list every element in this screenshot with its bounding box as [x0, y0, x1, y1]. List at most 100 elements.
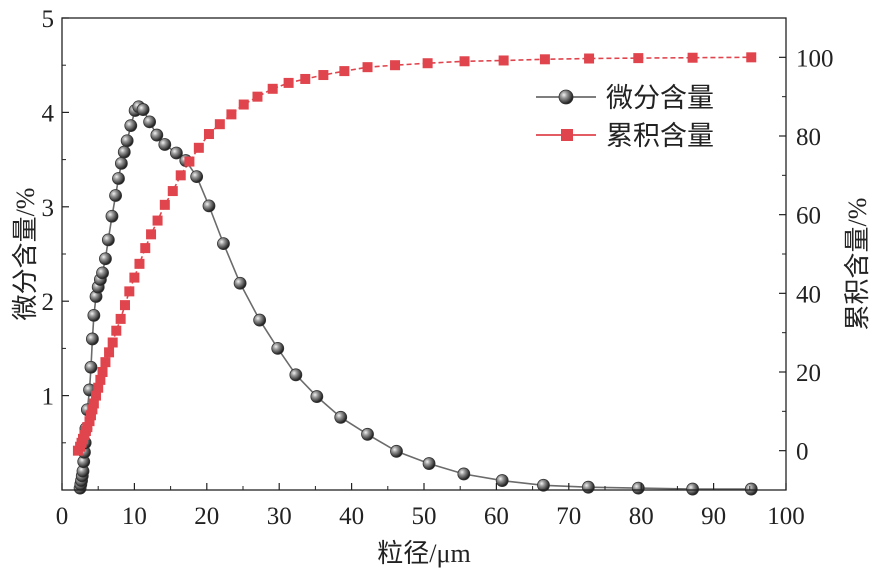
data-point-0-45	[390, 444, 403, 458]
data-point-1-47	[539, 54, 550, 65]
data-point-1-11	[91, 390, 102, 401]
data-point-1-30	[184, 156, 195, 167]
legend-marker-1	[561, 129, 573, 141]
data-point-0-32	[158, 138, 172, 151]
data-point-1-51	[746, 52, 757, 63]
series-markers	[72, 52, 758, 496]
x-tick-label: 80	[629, 503, 654, 530]
data-point-0-33	[169, 146, 183, 160]
data-point-0-20	[105, 209, 119, 223]
data-point-1-24	[140, 243, 151, 254]
y-left-tick-label: 3	[42, 195, 55, 222]
x-tick-label: 40	[339, 503, 364, 530]
x-tick-label: 100	[767, 503, 805, 530]
y-right-tick-label: 60	[796, 203, 821, 230]
data-point-0-30	[143, 115, 157, 129]
data-point-0-35	[190, 170, 204, 183]
y-right-tick-label: 20	[796, 360, 821, 387]
data-point-1-13	[95, 374, 106, 385]
data-point-0-40	[271, 341, 285, 355]
data-point-1-9	[87, 404, 98, 415]
y-left-axis-title: 微分含量/%	[11, 188, 40, 321]
y-right-axis-title: 累积含量/%	[843, 198, 872, 331]
data-point-0-44	[361, 427, 374, 441]
data-point-1-26	[152, 215, 163, 226]
y-right-tick-label: 0	[796, 439, 809, 466]
x-tick-label: 10	[122, 503, 147, 530]
data-point-1-48	[584, 53, 595, 64]
data-point-1-38	[283, 77, 294, 88]
data-point-1-50	[687, 52, 698, 63]
data-point-1-45	[459, 56, 470, 67]
data-point-0-17	[96, 266, 109, 280]
data-point-0-42	[310, 390, 324, 403]
data-point-0-19	[101, 233, 115, 247]
x-tick-label: 50	[412, 503, 437, 530]
data-point-1-36	[252, 91, 263, 102]
data-point-1-19	[115, 313, 126, 324]
y-right-tick-label: 40	[796, 281, 821, 308]
data-point-1-22	[129, 272, 140, 283]
data-point-1-29	[175, 170, 186, 181]
data-point-0-50	[581, 480, 595, 494]
data-point-0-53	[744, 482, 758, 496]
data-point-0-31	[150, 128, 164, 142]
series-line-1	[77, 56, 752, 452]
y-right-tick-label: 100	[796, 45, 834, 72]
legend-label-0: 微分含量	[606, 83, 714, 113]
data-point-1-14	[97, 367, 108, 377]
data-point-1-27	[159, 199, 170, 210]
data-point-1-16	[104, 347, 115, 358]
data-point-0-23	[114, 156, 128, 170]
legend-marker-0	[558, 89, 574, 105]
x-tick-label: 90	[701, 503, 726, 530]
data-point-0-38	[233, 276, 247, 290]
data-point-1-44	[422, 58, 433, 69]
legend-label-1: 累积含量	[606, 121, 714, 151]
data-point-1-41	[339, 66, 350, 77]
data-point-1-40	[318, 70, 329, 81]
data-point-0-52	[686, 482, 700, 496]
data-point-0-36	[202, 199, 216, 213]
data-point-1-33	[214, 119, 225, 130]
data-point-0-12	[86, 332, 99, 346]
data-point-1-6	[82, 422, 93, 433]
y-left-tick-label: 4	[42, 100, 55, 127]
data-point-1-43	[390, 60, 401, 71]
data-point-1-35	[238, 99, 249, 110]
data-point-1-34	[226, 109, 237, 120]
x-tick-label: 30	[267, 503, 292, 530]
data-point-0-11	[84, 360, 98, 374]
data-point-0-49	[537, 478, 550, 492]
data-point-1-25	[146, 229, 157, 240]
axes: 0 10 20 30 40 50 60 70 80 90 10012345020406080100粒…	[11, 6, 872, 568]
data-point-1-31	[193, 142, 204, 153]
data-point-0-22	[112, 172, 125, 185]
data-point-1-37	[267, 83, 278, 94]
data-point-1-12	[93, 382, 104, 393]
data-point-0-51	[631, 481, 645, 495]
data-point-1-23	[134, 258, 145, 269]
data-point-0-21	[109, 189, 122, 202]
data-point-0-41	[289, 368, 303, 382]
data-point-0-24	[117, 145, 131, 159]
data-point-1-39	[300, 73, 311, 84]
data-point-0-46	[422, 457, 436, 470]
data-point-1-21	[124, 286, 135, 297]
y-left-tick-label: 2	[42, 289, 55, 316]
data-point-1-49	[633, 53, 644, 64]
x-tick-label: 60	[484, 503, 509, 530]
x-tick-label: 70	[556, 503, 581, 530]
y-left-tick-label: 5	[42, 6, 55, 33]
data-point-1-32	[203, 129, 214, 140]
data-point-0-47	[457, 467, 471, 481]
y-left-tick-label: 1	[42, 384, 55, 411]
x-tick-label: 20	[194, 503, 219, 530]
x-tick-label: 0	[56, 503, 69, 530]
data-point-1-17	[107, 337, 118, 348]
data-point-0-39	[253, 313, 267, 327]
data-point-0-43	[334, 410, 348, 424]
y-right-tick-label: 80	[796, 124, 821, 151]
